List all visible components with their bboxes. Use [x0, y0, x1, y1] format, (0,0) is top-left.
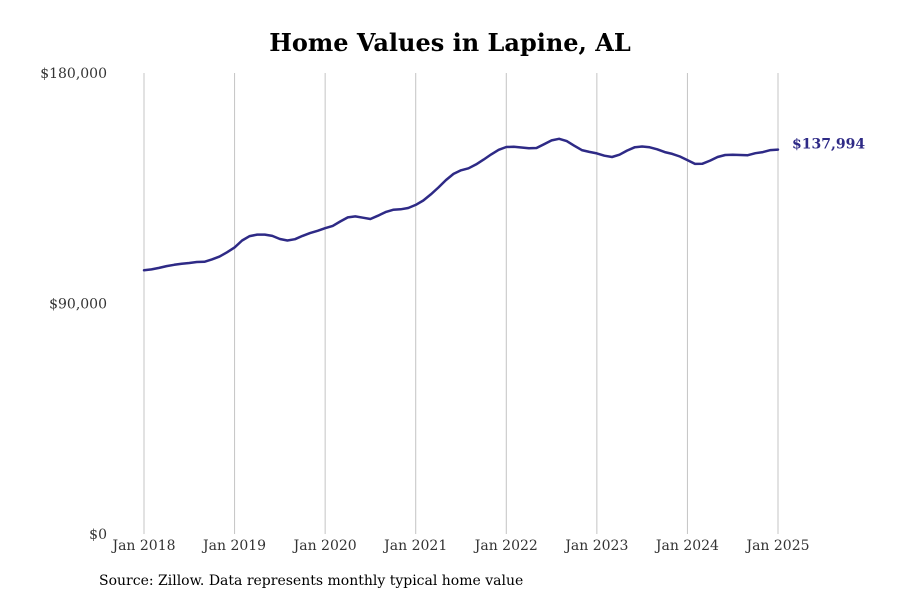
y-tick-label: $90,000 [49, 297, 107, 313]
y-tick-label: $0 [89, 527, 107, 543]
chart-title: Home Values in Lapine, AL [269, 28, 631, 57]
series-line [142, 137, 780, 272]
y-axis-ticks: $0 $90,000 $180,000 [40, 66, 107, 543]
gridlines [143, 73, 779, 534]
x-tick-label: Jan 2024 [654, 538, 719, 554]
x-tick-label: Jan 2018 [110, 538, 175, 554]
x-tick-label: Jan 2020 [292, 538, 357, 554]
x-tick-label: Jan 2019 [201, 538, 266, 554]
x-tick-label: Jan 2023 [563, 538, 628, 554]
x-tick-label: Jan 2022 [473, 538, 538, 554]
x-tick-label: Jan 2021 [382, 538, 447, 554]
x-axis-ticks: Jan 2018 Jan 2019 Jan 2020 Jan 2021 Jan 2022… [110, 538, 809, 554]
source-note: Source: Zillow. Data represents monthly … [99, 573, 524, 589]
end-value-label: $137,994 [792, 137, 865, 153]
x-tick-label: Jan 2025 [744, 538, 809, 554]
series-layer: $137,994 [142, 137, 865, 272]
y-tick-label: $180,000 [40, 66, 107, 82]
